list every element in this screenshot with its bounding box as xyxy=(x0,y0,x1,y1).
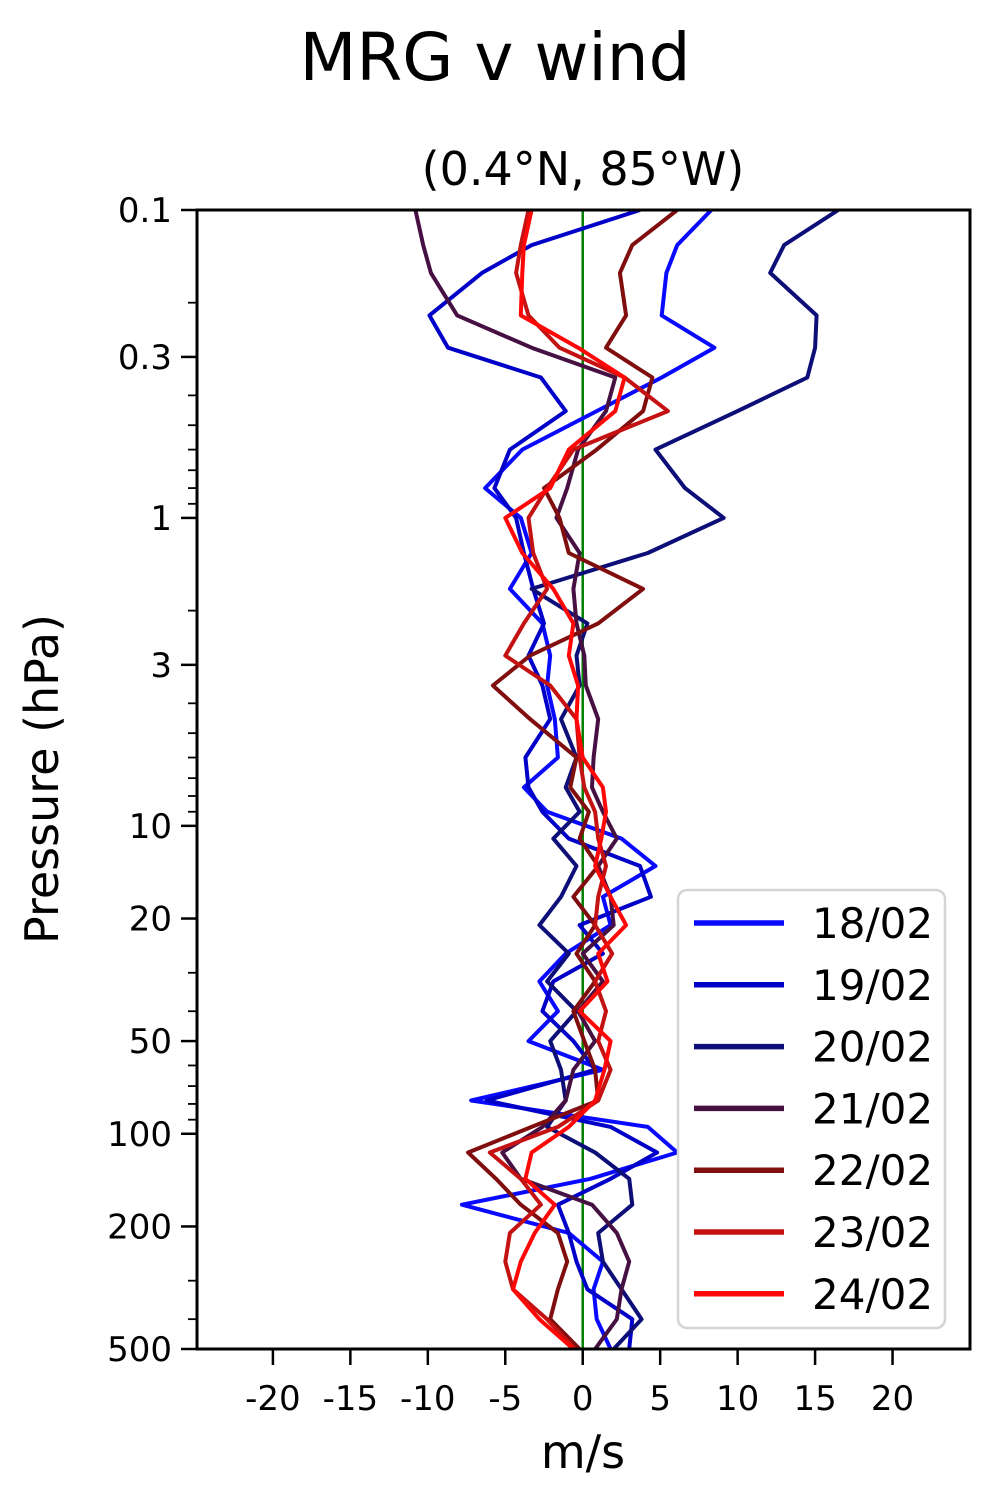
series-line-24-02 xyxy=(503,210,629,1349)
x-tick-label: 0 xyxy=(572,1379,594,1419)
axes-subtitle: (0.4°N, 85°W) xyxy=(422,142,745,196)
series-line-20-02 xyxy=(529,210,840,1349)
series-line-18-02 xyxy=(459,210,717,1349)
legend-label: 22/02 xyxy=(812,1146,933,1195)
x-tick-label: -5 xyxy=(488,1379,522,1419)
legend-item-21-02: 21/02 xyxy=(694,1084,933,1133)
legend: 18/02 19/02 20/02 21/02 22/02 23/02 24/02 xyxy=(676,888,947,1330)
plot-frame xyxy=(195,208,972,1351)
y-tick-label: 1 xyxy=(150,499,172,539)
series-line-19-02 xyxy=(427,210,660,1349)
y-tick-label: 3 xyxy=(150,646,172,686)
legend-item-20-02: 20/02 xyxy=(694,1023,933,1072)
legend-label: 20/02 xyxy=(812,1023,933,1072)
y-tick-label: 0.1 xyxy=(118,191,172,231)
legend-label: 19/02 xyxy=(812,961,933,1010)
x-axis-ticks: -20 -15 -10 -5 0 5 10 15 20 xyxy=(245,1349,914,1419)
legend-box xyxy=(676,888,947,1330)
y-axis-ticks: 0.1 0.3 1 3 10 20 50 100 200 500 xyxy=(107,191,197,1370)
legend-item-22-02: 22/02 xyxy=(694,1146,933,1195)
y-tick-label: 100 xyxy=(107,1115,172,1155)
legend-label: 18/02 xyxy=(812,899,933,948)
y-tick-label: 200 xyxy=(107,1207,172,1247)
x-axis-label: m/s xyxy=(541,1425,625,1479)
legend-item-23-02: 23/02 xyxy=(694,1208,933,1257)
y-tick-label: 50 xyxy=(129,1022,172,1062)
x-tick-label: -20 xyxy=(245,1379,301,1419)
legend-label: 21/02 xyxy=(812,1084,933,1133)
y-tick-label: 10 xyxy=(129,807,172,847)
legend-label: 23/02 xyxy=(812,1208,933,1257)
legend-item-18-02: 18/02 xyxy=(694,899,933,948)
series-line-22-02 xyxy=(466,210,679,1349)
y-axis-label: Pressure (hPa) xyxy=(15,614,69,944)
legend-item-24-02: 24/02 xyxy=(694,1270,933,1319)
y-tick-label: 500 xyxy=(107,1330,172,1370)
x-tick-label: 10 xyxy=(716,1379,759,1419)
legend-item-19-02: 19/02 xyxy=(694,961,933,1010)
x-tick-label: 5 xyxy=(649,1379,671,1419)
series-lines-group xyxy=(413,210,840,1349)
y-tick-label: 20 xyxy=(129,900,172,940)
x-tick-label: 20 xyxy=(871,1379,914,1419)
x-tick-label: -15 xyxy=(323,1379,379,1419)
legend-label: 24/02 xyxy=(812,1270,933,1319)
x-tick-label: 15 xyxy=(793,1379,836,1419)
figure-title: MRG v wind xyxy=(299,19,690,96)
y-tick-label: 0.3 xyxy=(118,338,172,378)
series-line-23-02 xyxy=(487,210,670,1349)
x-tick-label: -10 xyxy=(400,1379,456,1419)
